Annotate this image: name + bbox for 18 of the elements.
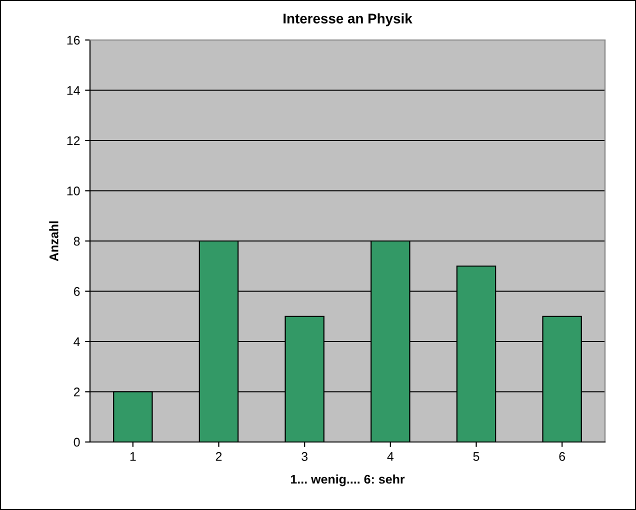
y-tick-label: 14: [67, 86, 80, 95]
x-axis-title: 1... wenig.... 6: sehr: [290, 474, 405, 486]
y-tick-label: 10: [67, 186, 80, 196]
y-tick-label: 0: [74, 438, 80, 447]
y-tick-label: 8: [74, 236, 80, 246]
x-tick-label: 3: [302, 452, 308, 461]
y-tick-label: 2: [74, 388, 80, 396]
x-tick-label: 2: [216, 452, 222, 461]
chart-title: Interesse an Physik: [284, 13, 412, 26]
y-tick-label: 12: [67, 136, 80, 146]
y-axis-title: Anzahl: [49, 221, 58, 262]
x-tick-label: 4: [387, 452, 394, 461]
y-tick-label: 4: [74, 337, 80, 346]
y-tick-label: 6: [74, 287, 80, 296]
y-tick-label: 16: [67, 36, 80, 45]
x-tick-label: 1: [130, 452, 136, 461]
x-tick-label: 5: [473, 452, 480, 461]
x-tick-label: 6: [559, 452, 566, 461]
